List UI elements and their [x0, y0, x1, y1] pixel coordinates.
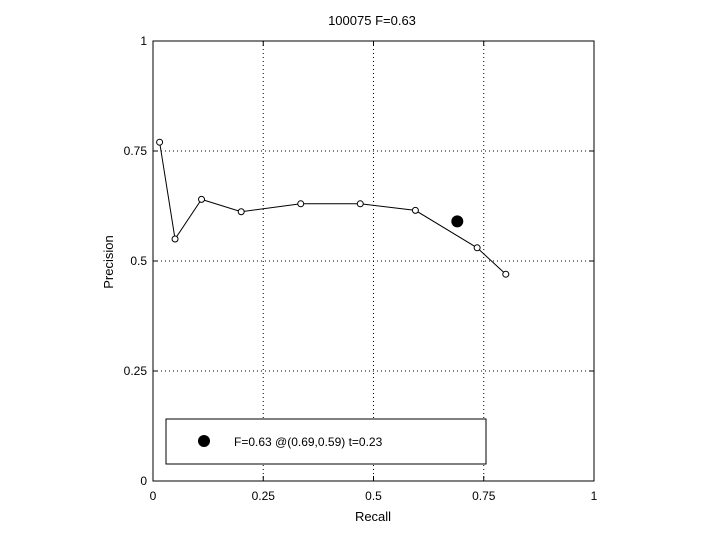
- best-f-point: [451, 215, 464, 228]
- y-axis: 0 0.25 0.5 0.75 1: [124, 34, 594, 488]
- series-layer: [156, 138, 510, 278]
- legend-marker: [198, 435, 210, 447]
- series-line: [159, 142, 507, 275]
- data-point: [237, 208, 245, 216]
- data-point: [356, 200, 364, 208]
- chart-title: 100075 F=0.63: [328, 13, 416, 28]
- data-point: [171, 235, 179, 243]
- x-tick-label: 1: [591, 489, 598, 503]
- legend: F=0.63 @(0.69,0.59) t=0.23: [165, 418, 487, 465]
- x-tick-label: 0.75: [472, 489, 496, 503]
- data-point: [411, 206, 419, 214]
- data-point: [198, 195, 206, 203]
- data-point: [502, 270, 510, 278]
- legend-label: F=0.63 @(0.69,0.59) t=0.23: [234, 435, 383, 449]
- grid: [153, 41, 594, 481]
- y-tick-label: 0.5: [130, 254, 147, 268]
- x-axis-title: Recall: [355, 509, 391, 524]
- y-tick-label: 0.25: [124, 364, 148, 378]
- data-point: [156, 138, 164, 146]
- y-axis-title: Precision: [101, 235, 116, 288]
- data-point: [297, 200, 305, 208]
- legend-box: [165, 418, 487, 465]
- x-tick-label: 0: [150, 489, 157, 503]
- y-tick-label: 1: [140, 34, 147, 48]
- y-tick-label: 0: [140, 474, 147, 488]
- y-tick-label: 0.75: [124, 144, 148, 158]
- data-point: [473, 244, 481, 252]
- x-axis: 0 0.25 0.5 0.75 1: [150, 41, 598, 503]
- x-tick-label: 0.25: [252, 489, 276, 503]
- x-tick-label: 0.5: [365, 489, 382, 503]
